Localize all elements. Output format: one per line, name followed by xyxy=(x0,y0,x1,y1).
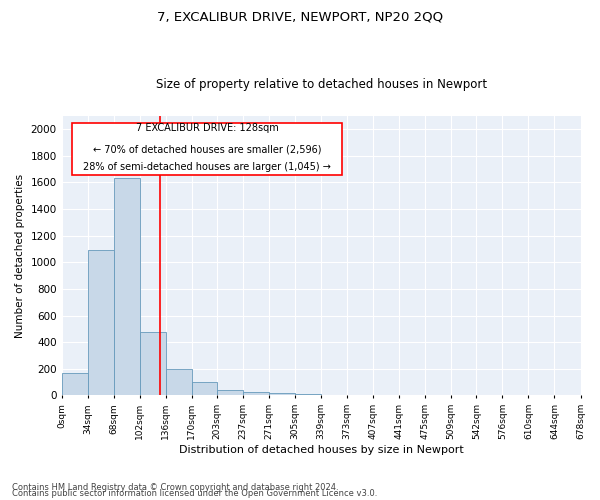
Bar xyxy=(62,374,88,396)
Text: 28% of semi-detached houses are larger (1,045) →: 28% of semi-detached houses are larger (… xyxy=(83,162,331,172)
Bar xyxy=(295,394,321,396)
FancyBboxPatch shape xyxy=(72,123,342,174)
Text: 7 EXCALIBUR DRIVE: 128sqm: 7 EXCALIBUR DRIVE: 128sqm xyxy=(136,124,278,134)
Bar xyxy=(88,250,114,396)
X-axis label: Distribution of detached houses by size in Newport: Distribution of detached houses by size … xyxy=(179,445,463,455)
Bar xyxy=(140,332,166,396)
Bar xyxy=(114,178,140,396)
Bar xyxy=(269,394,295,396)
Title: Size of property relative to detached houses in Newport: Size of property relative to detached ho… xyxy=(155,78,487,91)
Y-axis label: Number of detached properties: Number of detached properties xyxy=(15,174,25,338)
Text: Contains public sector information licensed under the Open Government Licence v3: Contains public sector information licen… xyxy=(12,490,377,498)
Bar xyxy=(217,390,243,396)
Bar xyxy=(166,369,192,396)
Text: ← 70% of detached houses are smaller (2,596): ← 70% of detached houses are smaller (2,… xyxy=(92,145,321,155)
Bar xyxy=(192,382,217,396)
Bar xyxy=(243,392,269,396)
Text: 7, EXCALIBUR DRIVE, NEWPORT, NP20 2QQ: 7, EXCALIBUR DRIVE, NEWPORT, NP20 2QQ xyxy=(157,10,443,23)
Text: Contains HM Land Registry data © Crown copyright and database right 2024.: Contains HM Land Registry data © Crown c… xyxy=(12,484,338,492)
